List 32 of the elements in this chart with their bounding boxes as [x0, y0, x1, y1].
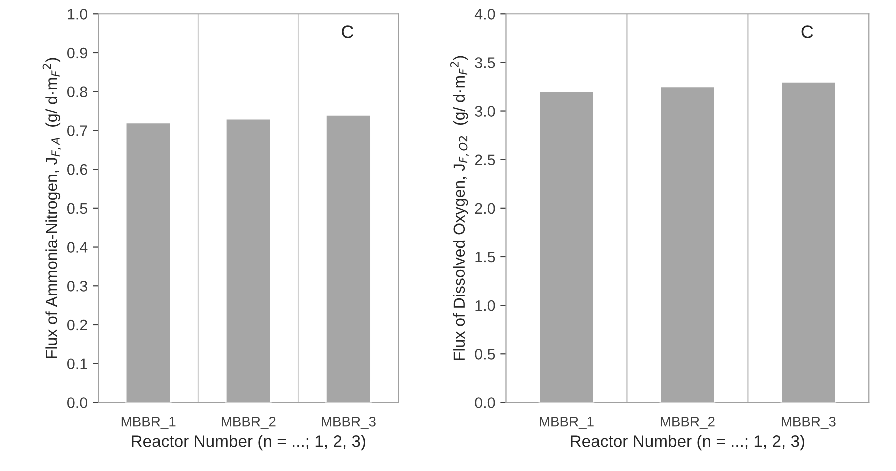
y-tick-label: 0.9 — [68, 48, 88, 59]
x-tick-label: MBBR_2 — [661, 416, 715, 430]
annotation: C — [342, 26, 354, 38]
y-tick-label: 1.5 — [476, 252, 496, 263]
x-tick-label: MBBR_1 — [540, 417, 594, 430]
x-tick-label: MBBR_3 — [782, 416, 836, 430]
y-tick-label: 0.4 — [68, 242, 88, 253]
x-tick-label: MBBR_3 — [322, 416, 376, 430]
y-tick-label: 2.0 — [475, 203, 496, 214]
y-tick-label: 0.5 — [68, 203, 88, 214]
x-tick-label: MBBR_1 — [122, 417, 176, 430]
x-axis-title: Reactor Number (n = ...; 1, 2, 3) — [571, 435, 805, 451]
y-tick-label: 0.0 — [68, 398, 88, 408]
y-axis-title: Flux of Ammonia-Nitrogen, J$_{F,A}$ (g/ d·m$_{F}$$^{2}$) — [42, 58, 62, 358]
x-tick-label: MBBR_2 — [222, 416, 276, 430]
y-tick-label: 0.3 — [68, 281, 88, 292]
y-tick-label: 3.0 — [475, 106, 496, 117]
y-axis-title: Flux of Dissolved Oxygen, J$_{F,O2}$ (g/ d·m$_{F}$$^{2}$) — [450, 56, 469, 360]
y-tick-label: 0.2 — [68, 320, 88, 331]
annotation: C — [802, 26, 814, 38]
y-tick-label: 4.0 — [474, 9, 496, 20]
y-tick-label: 2.5 — [475, 154, 496, 166]
y-tick-label: 0.1 — [68, 358, 88, 370]
y-tick-label: 3.5 — [475, 58, 496, 68]
y-tick-label: 0.7 — [68, 126, 88, 136]
x-axis-title: Reactor Number (n = ...; 1, 2, 3) — [132, 435, 366, 451]
y-tick-label: 0.0 — [475, 398, 496, 408]
y-tick-label: 1.0 — [476, 300, 496, 312]
y-tick-label: 1.0 — [68, 9, 88, 20]
y-tick-label: 0.8 — [68, 86, 88, 98]
y-tick-label: 0.5 — [475, 349, 496, 360]
y-tick-label: 0.6 — [68, 164, 88, 176]
